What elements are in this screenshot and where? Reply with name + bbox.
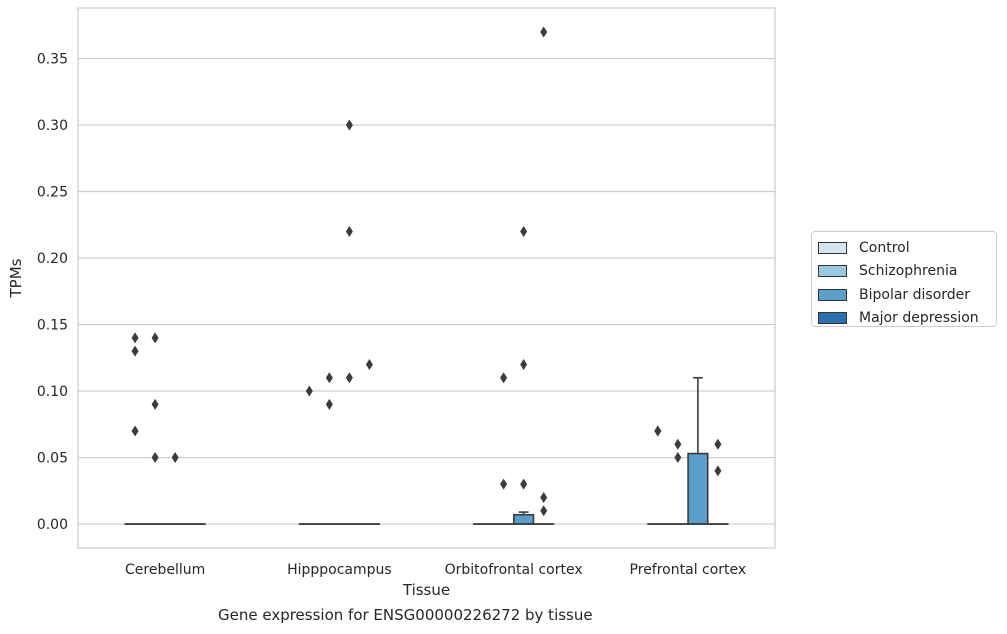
legend-swatch bbox=[818, 265, 847, 278]
legend-item: Control bbox=[818, 236, 996, 260]
outlier-point bbox=[540, 491, 548, 503]
outlier-point bbox=[151, 332, 159, 344]
y-tick-label: 0.15 bbox=[37, 318, 68, 334]
legend-item: Major depression bbox=[818, 307, 996, 331]
legend-swatch bbox=[818, 288, 847, 301]
outlier-point bbox=[151, 398, 159, 410]
y-tick-labels: 0.00 0.05 0.10 0.15 0.20 0.25 0.30 0.35 bbox=[37, 52, 68, 534]
legend-label: Schizophrenia bbox=[859, 263, 958, 280]
outlier-point bbox=[345, 119, 353, 131]
legend-item: Schizophrenia bbox=[818, 260, 996, 284]
legend-swatch bbox=[818, 312, 847, 325]
outlier-point bbox=[365, 358, 373, 370]
boxes-layer bbox=[124, 26, 729, 525]
outlier-point bbox=[540, 26, 548, 38]
legend-label: Major depression bbox=[859, 310, 979, 327]
outlier-point bbox=[131, 425, 139, 437]
y-tick-label: 0.00 bbox=[37, 517, 68, 533]
outlier-point bbox=[520, 225, 528, 237]
outlier-point bbox=[325, 398, 333, 410]
outlier-point bbox=[131, 345, 139, 357]
outlier-point bbox=[500, 372, 508, 384]
outlier-point bbox=[305, 385, 313, 397]
x-axis-label: Tissue bbox=[402, 581, 450, 599]
box bbox=[687, 452, 709, 525]
outlier-point bbox=[520, 358, 528, 370]
outlier-point bbox=[540, 505, 548, 517]
y-axis-label: TPMs bbox=[7, 258, 25, 298]
y-tick-label: 0.30 bbox=[37, 118, 68, 134]
outlier-point bbox=[171, 452, 179, 464]
legend-swatch bbox=[818, 241, 847, 254]
y-tick-label: 0.25 bbox=[37, 185, 68, 201]
outlier-point bbox=[131, 332, 139, 344]
chart-caption: Gene expression for ENSG00000226272 by t… bbox=[218, 606, 593, 624]
x-tick-label: Hipppocampus bbox=[287, 562, 392, 578]
x-tick-label: Orbitofrontal cortex bbox=[445, 562, 583, 578]
legend-label: Bipolar disorder bbox=[859, 286, 971, 303]
legend-item: Bipolar disorder bbox=[818, 283, 996, 307]
outlier-point bbox=[325, 372, 333, 384]
y-tick-label: 0.20 bbox=[37, 251, 68, 267]
x-tick-label: Cerebellum bbox=[125, 562, 205, 578]
y-tick-label: 0.35 bbox=[37, 52, 68, 68]
outlier-point bbox=[674, 452, 682, 464]
outlier-point bbox=[714, 438, 722, 450]
outlier-point bbox=[714, 465, 722, 477]
y-tick-label: 0.10 bbox=[37, 384, 68, 400]
y-tick-label: 0.05 bbox=[37, 451, 68, 467]
outlier-point bbox=[520, 478, 528, 490]
outlier-point bbox=[654, 425, 662, 437]
legend-label: Control bbox=[859, 239, 910, 256]
outlier-point bbox=[345, 225, 353, 237]
box bbox=[513, 513, 535, 525]
x-tick-labels: Cerebellum Hipppocampus Orbitofrontal cort… bbox=[125, 562, 746, 578]
outlier-point bbox=[151, 452, 159, 464]
outlier-point bbox=[500, 478, 508, 490]
plot-frame bbox=[77, 7, 776, 549]
legend: Control Schizophrenia Bipolar disorder Majo… bbox=[811, 231, 997, 327]
outlier-point bbox=[345, 372, 353, 384]
x-tick-label: Prefrontal cortex bbox=[630, 562, 747, 578]
outlier-point bbox=[674, 438, 682, 450]
gridlines bbox=[78, 57, 775, 525]
